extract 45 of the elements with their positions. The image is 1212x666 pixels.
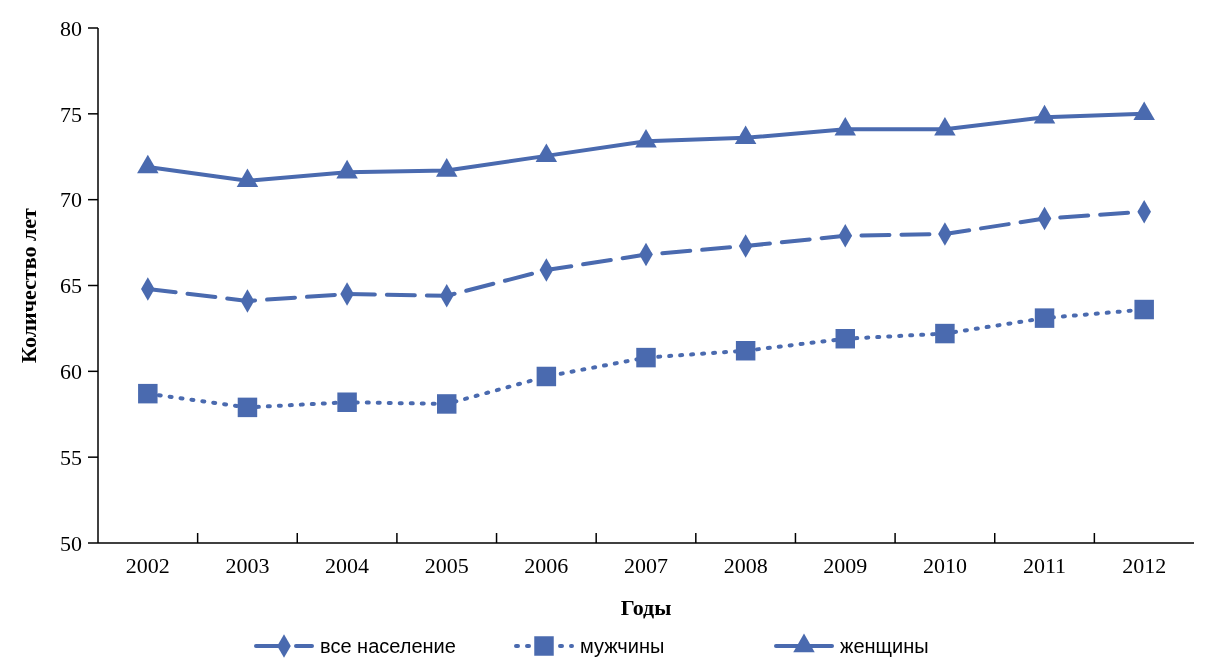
point	[935, 323, 955, 344]
x-tick-label: 2008	[723, 553, 768, 578]
x-axis-title: Годы	[620, 595, 672, 620]
x-tick-label: 2006	[524, 553, 569, 578]
point	[337, 392, 357, 412]
y-axis-title: Количество лет	[16, 207, 41, 363]
point	[635, 128, 657, 148]
legend-label: все население	[320, 635, 456, 657]
y-tick-label: 55	[60, 444, 82, 470]
point	[536, 366, 557, 387]
y-tick-label: 80	[60, 15, 82, 41]
point	[1133, 101, 1155, 121]
point	[734, 125, 757, 145]
point	[834, 116, 857, 136]
x-tick-label: 2010	[922, 553, 967, 578]
y-tick-label: 70	[60, 187, 82, 213]
y-tick-label: 50	[60, 530, 82, 556]
x-tick-label: 2004	[325, 553, 370, 578]
legend-label: женщины	[840, 635, 929, 657]
legend-label: мужчины	[580, 635, 665, 657]
point	[1033, 104, 1056, 124]
x-tick-label: 2012	[1122, 553, 1167, 578]
point	[236, 168, 259, 187]
point	[934, 116, 956, 136]
point	[237, 397, 258, 418]
x-tick-label: 2005	[424, 553, 469, 578]
point	[436, 394, 457, 414]
x-tick-label: 2003	[225, 553, 270, 578]
x-tick-label: 2009	[823, 553, 868, 578]
point	[835, 328, 856, 349]
point	[535, 143, 558, 163]
point	[336, 159, 358, 179]
x-tick-label: 2011	[1022, 553, 1067, 578]
point	[435, 158, 458, 177]
point	[735, 340, 756, 361]
y-tick-label: 60	[60, 359, 82, 385]
y-tick-label: 75	[60, 101, 82, 127]
point	[1134, 299, 1154, 320]
x-tick-label: 2002	[125, 553, 170, 578]
point	[137, 154, 159, 174]
y-tick-label: 65	[60, 273, 82, 299]
x-tick-label: 2007	[624, 553, 668, 578]
point	[636, 347, 656, 368]
point	[138, 383, 158, 404]
point	[1034, 308, 1055, 328]
